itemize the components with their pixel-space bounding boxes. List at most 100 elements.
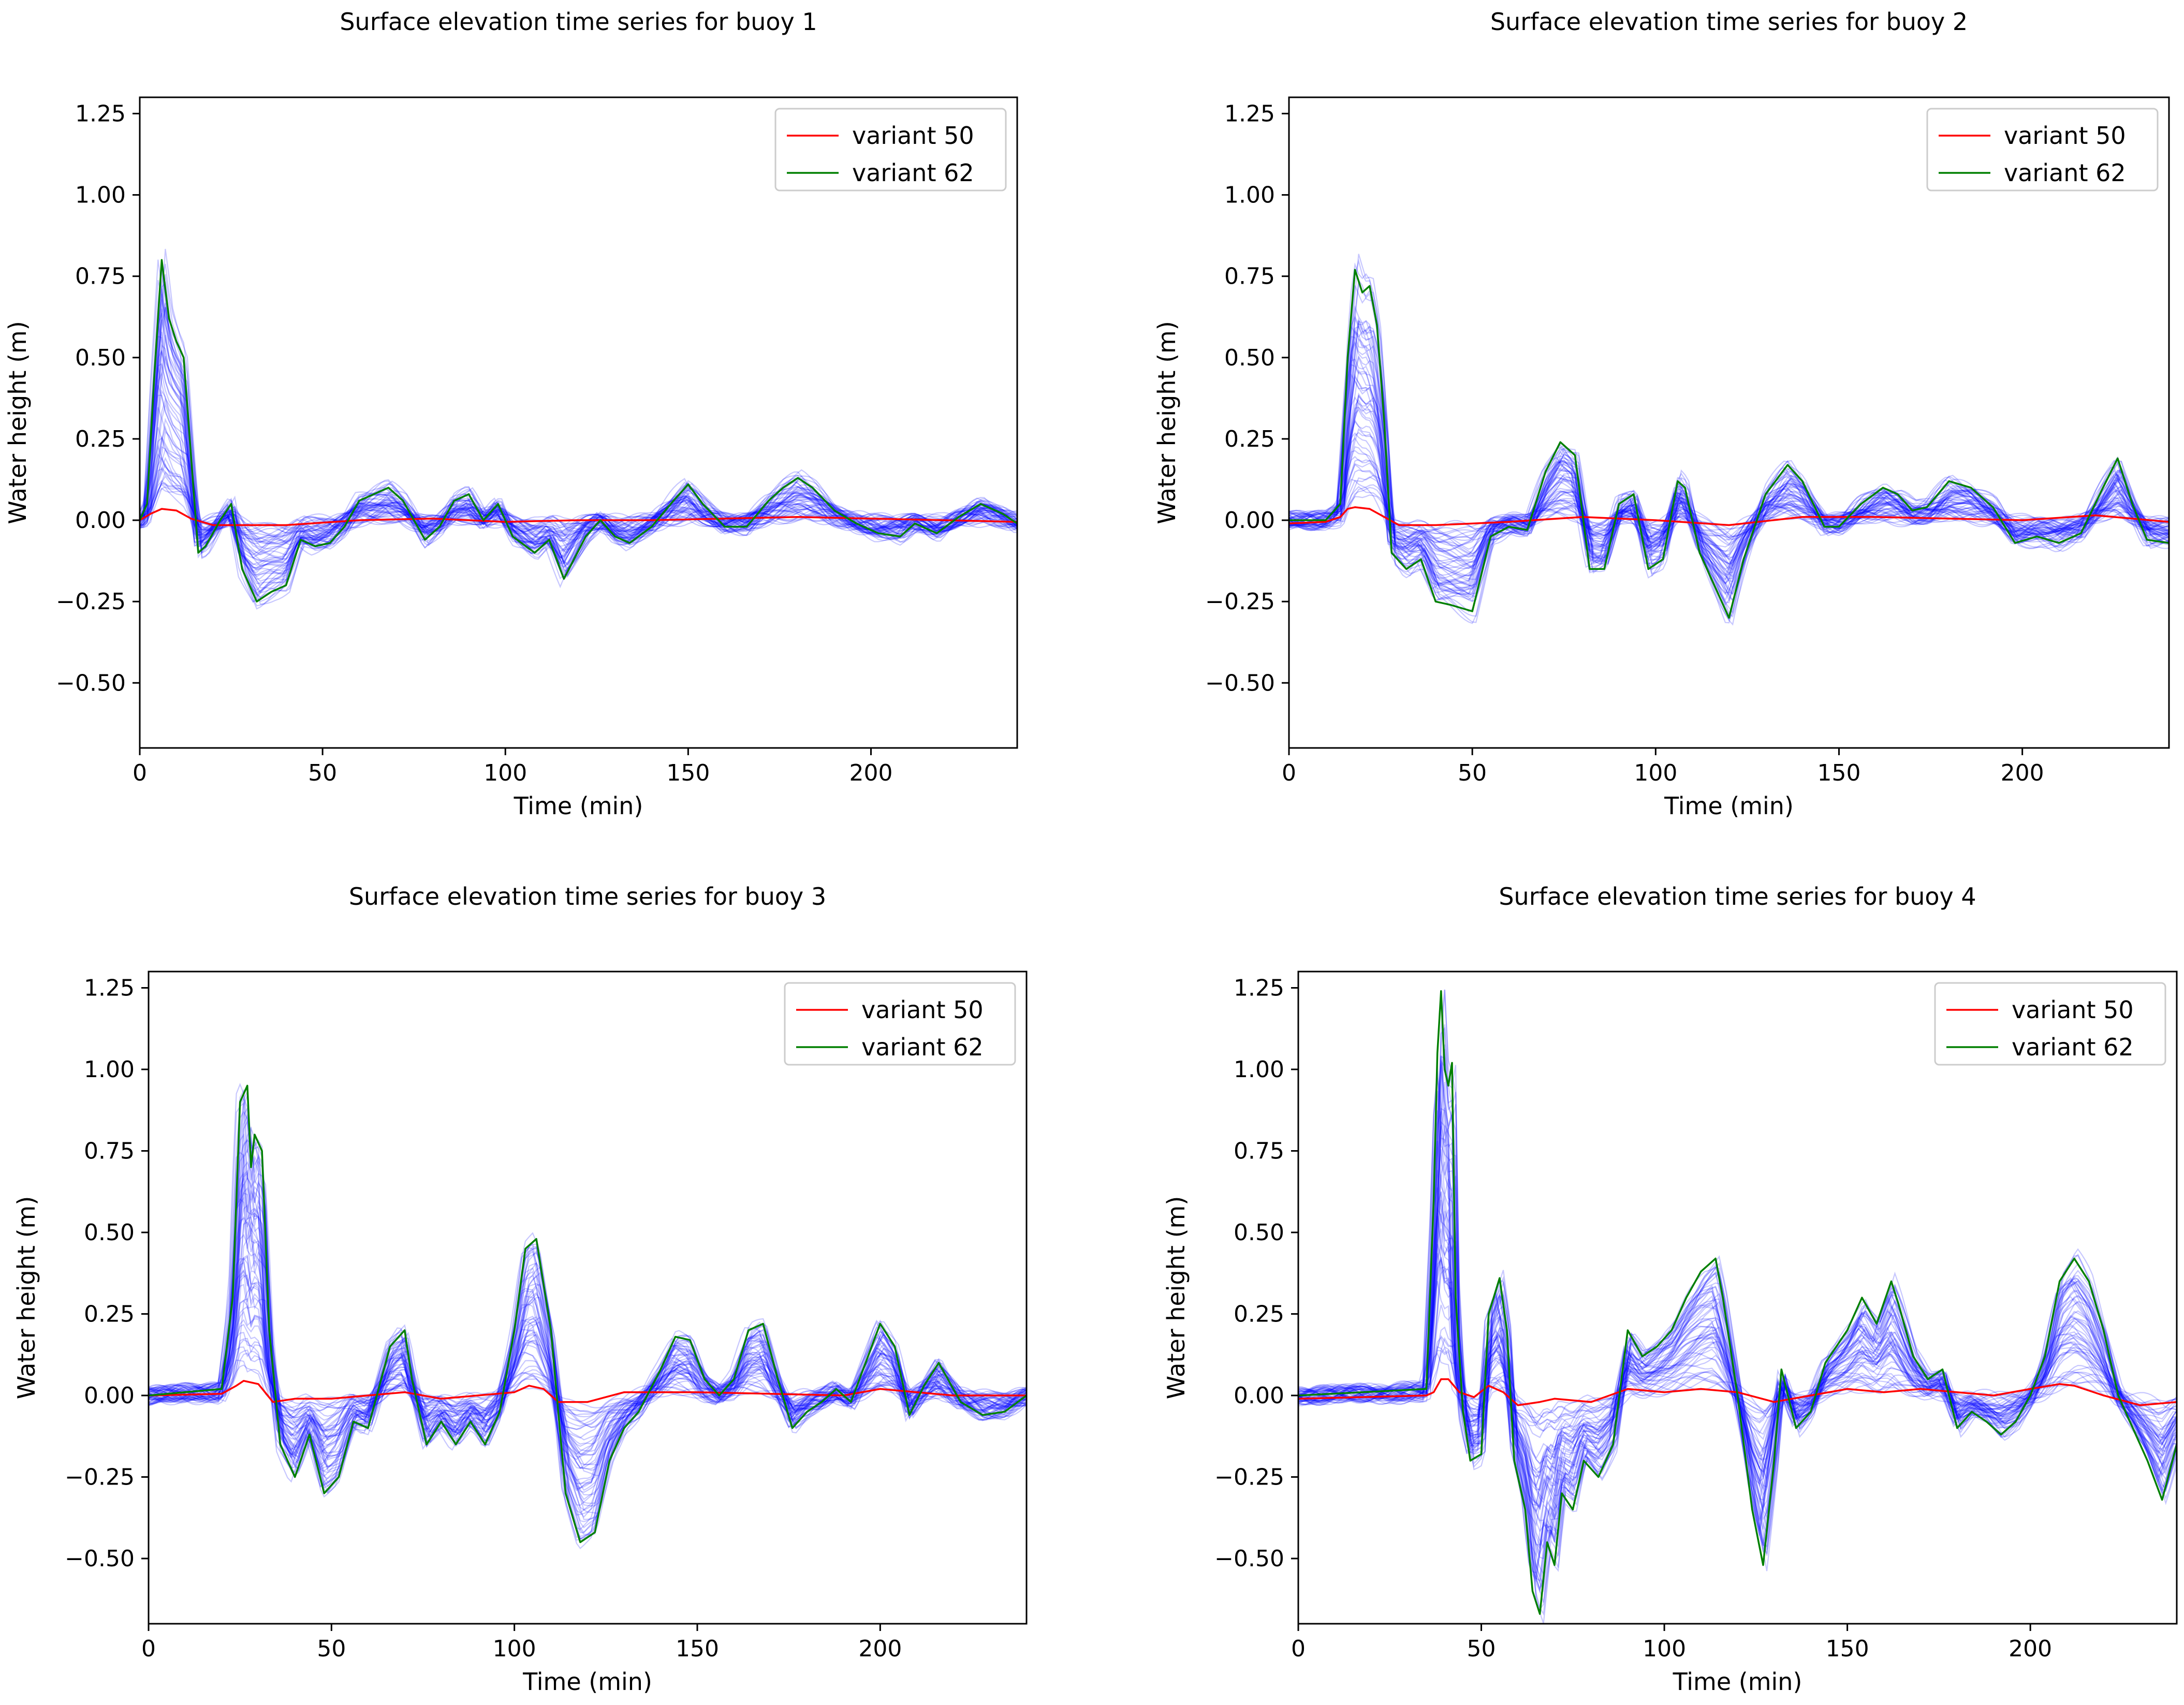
ensemble-member-line <box>149 1198 1027 1481</box>
ensemble-member-line <box>140 447 1017 550</box>
ensemble-member-line <box>1289 455 2169 552</box>
chart-title: Surface elevation time series for buoy 4 <box>1499 883 1976 910</box>
ensemble-member-line <box>149 1284 1027 1458</box>
ensemble-member-line <box>140 402 1017 554</box>
y-tick-label: 0.00 <box>84 1383 135 1409</box>
legend: variant 50 variant 62 <box>1926 108 2159 192</box>
ensemble-member-line <box>1298 1024 2177 1603</box>
ensemble-member-line <box>1298 1107 2177 1560</box>
ensemble-member-line <box>140 456 1017 545</box>
x-tick-label: 0 <box>1291 1636 1306 1662</box>
ensemble-member-line <box>140 482 1017 540</box>
ensemble-member-line <box>1289 335 2169 596</box>
ensemble-member-line <box>1289 395 2169 571</box>
ensemble-member-line <box>1289 428 2169 558</box>
ensemble-member-line <box>1289 419 2169 561</box>
ensemble-member-line <box>1289 322 2169 601</box>
ensemble-member-line <box>140 350 1017 571</box>
ensemble-member-line <box>140 385 1017 563</box>
ensemble-member-line <box>1289 469 2169 546</box>
x-tick-label: 200 <box>2009 1636 2052 1662</box>
y-tick-label: 0.75 <box>84 1138 135 1165</box>
ensemble-member-line <box>140 323 1017 576</box>
y-tick-label: 0.75 <box>1234 1138 1284 1165</box>
x-axis-label: Time (min) <box>514 792 643 820</box>
ensemble-member-line <box>149 1332 1027 1428</box>
ensemble-member-line <box>1289 406 2169 567</box>
ensemble-member-line <box>1289 379 2169 579</box>
x-tick-label: 50 <box>1467 1636 1496 1662</box>
ensemble-member-line <box>1289 330 2169 595</box>
ensemble-member-line <box>1289 353 2169 584</box>
ensemble-members <box>1289 254 2169 626</box>
y-tick-label: 0.75 <box>1224 263 1275 290</box>
ensemble-member-line <box>1289 494 2169 534</box>
ensemble-member-line <box>140 398 1017 560</box>
ensemble-member-line <box>149 1254 1027 1465</box>
y-axis-label: Water height (m) <box>12 1196 40 1400</box>
ensemble-member-line <box>149 1285 1027 1441</box>
x-axis-label: Time (min) <box>1673 1668 1802 1696</box>
ensemble-member-line <box>1289 487 2169 537</box>
ensemble-member-line <box>1289 325 2169 602</box>
y-tick-label: 1.25 <box>84 975 135 1002</box>
legend-entry: variant 50 <box>861 996 984 1024</box>
ensemble-member-line <box>1298 1346 2177 1432</box>
series-line-variant-62 <box>149 1084 1027 1544</box>
ensemble-member-line <box>149 1256 1027 1469</box>
plot-area <box>1289 254 2169 626</box>
ensemble-member-line <box>1298 1187 2177 1506</box>
ensemble-member-line <box>140 407 1017 557</box>
ensemble-member-line <box>149 1139 1027 1520</box>
ensemble-member-line <box>149 1153 1027 1514</box>
ensemble-member-line <box>1289 420 2169 562</box>
y-tick-label: 0.75 <box>75 263 126 290</box>
ensemble-member-line <box>1289 317 2169 600</box>
x-tick-label: 0 <box>141 1636 156 1662</box>
ensemble-member-line <box>1289 464 2169 547</box>
chart-title: Surface elevation time series for buoy 1 <box>340 8 817 36</box>
ensemble-member-line <box>140 313 1017 594</box>
y-tick-label: 1.00 <box>84 1056 135 1083</box>
y-tick-label: 1.00 <box>1224 182 1275 209</box>
ensemble-member-line <box>149 1261 1027 1469</box>
ensemble-member-line <box>140 331 1017 576</box>
ensemble-member-line <box>1298 1213 2177 1505</box>
ensemble-member-line <box>1298 989 2177 1624</box>
y-tick-label: −0.25 <box>1214 1464 1284 1491</box>
legend-box <box>1934 982 2166 1066</box>
ensemble-member-line <box>1289 394 2169 574</box>
y-tick-label: −0.50 <box>1214 1546 1284 1572</box>
x-tick-label: 150 <box>676 1636 719 1662</box>
legend-entry: variant 50 <box>852 122 974 150</box>
ensemble-member-line <box>1289 282 2169 618</box>
ensemble-member-line <box>149 1102 1027 1541</box>
x-tick-label: 200 <box>2001 760 2044 786</box>
y-tick-label: 1.25 <box>1224 100 1275 127</box>
ensemble-member-line <box>140 389 1017 556</box>
series-line-variant-50 <box>1289 506 2169 526</box>
x-tick-label: 100 <box>1643 1636 1686 1662</box>
ensemble-member-line <box>1289 316 2169 601</box>
ensemble-member-line <box>1289 437 2169 558</box>
ensemble-member-line <box>140 483 1017 537</box>
ensemble-member-line <box>140 463 1017 545</box>
x-axis-label: Time (min) <box>1664 792 1794 820</box>
ensemble-member-line <box>149 1113 1027 1528</box>
ensemble-member-line <box>149 1339 1027 1419</box>
legend: variant 50 variant 62 <box>784 982 1016 1066</box>
ensemble-member-line <box>140 288 1017 595</box>
x-tick-label: 0 <box>133 760 147 786</box>
ensemble-member-line <box>149 1319 1027 1430</box>
ensemble-member-line <box>140 475 1017 536</box>
ensemble-member-line <box>1289 392 2169 576</box>
y-axis-label: Water height (m) <box>1153 321 1181 524</box>
ensemble-member-line <box>140 335 1017 576</box>
ensemble-member-line <box>1289 315 2169 606</box>
ensemble-member-line <box>1289 484 2169 540</box>
y-tick-label: 1.25 <box>75 100 126 127</box>
plot-area <box>140 248 1017 610</box>
ensemble-member-line <box>140 418 1017 561</box>
ensemble-member-line <box>149 1161 1027 1507</box>
ensemble-member-line <box>140 269 1017 607</box>
